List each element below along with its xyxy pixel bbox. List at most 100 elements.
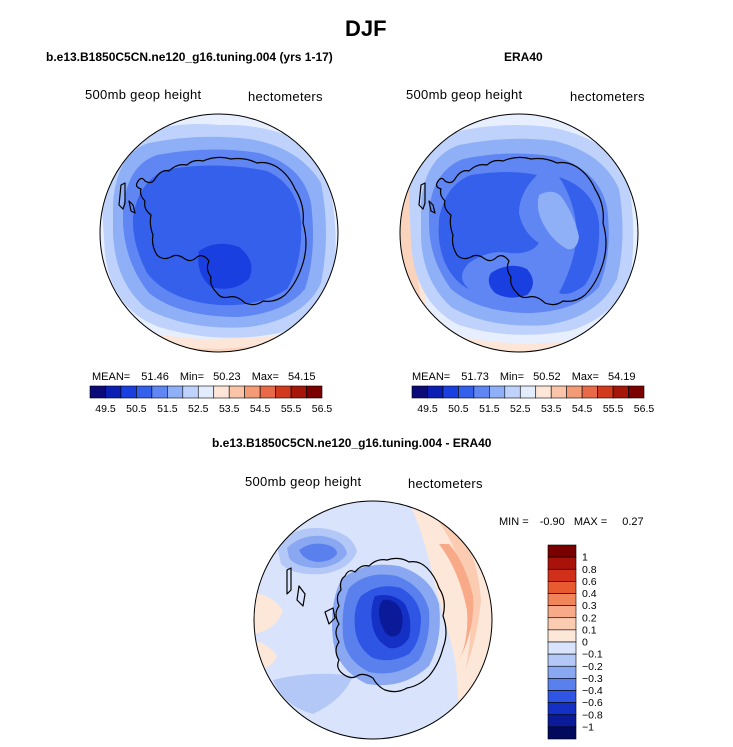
p3-east-warm2: [429, 510, 481, 670]
panel3-min-value: -0.90: [539, 516, 565, 528]
colorbar-swatch: [427, 385, 444, 399]
colorbar-swatch: [550, 385, 567, 399]
colorbar-swatch: [597, 385, 614, 399]
colorbar-swatch: [228, 385, 245, 399]
colorbar-diff-label: 1: [582, 552, 588, 564]
colorbar-diff-swatch: [547, 544, 577, 558]
colorbar-tick-label: 53.5: [541, 403, 562, 415]
p3-globe-border: [253, 500, 493, 740]
colorbar-diff-swatch: [547, 690, 577, 703]
p3-west-warm: [254, 592, 283, 634]
colorbar-tick-label: 49.5: [95, 403, 116, 415]
colorbar-tick-label: 51.5: [479, 403, 500, 415]
panel1-title: b.e13.B1850C5CN.ne120_g16.tuning.004 (yr…: [46, 50, 333, 64]
panel2-variable-label: 500mb geop height: [406, 87, 523, 102]
colorbar-diff-label: −0.4: [582, 685, 603, 697]
panel2-mean-value: 51.73: [461, 371, 489, 383]
panel1-max-label: Max=: [251, 371, 279, 383]
panel2-stats: MEAN= 51.73 Min= 50.52 Max= 54.19: [412, 371, 636, 383]
colorbar-swatch: [182, 385, 199, 399]
panel2-units-label: hectometers: [570, 89, 645, 104]
panel3-min-label: MIN =: [499, 516, 529, 528]
colorbar-diff-swatch: [547, 665, 577, 679]
colorbar-swatch: [213, 385, 230, 399]
colorbar-diff-swatch: [547, 714, 577, 728]
p1-globe-border: [99, 113, 339, 353]
colorbar-swatch: [612, 385, 629, 399]
colorbar-diff-swatch: [547, 641, 577, 655]
panel1-variable-label: 500mb geop height: [85, 87, 202, 102]
main-title: DJF: [345, 16, 387, 41]
colorbar-diff-label: −0.2: [582, 661, 603, 673]
panel3-units-label: hectometers: [408, 476, 483, 491]
colorbar-tick-label: 52.5: [188, 403, 209, 415]
colorbar-panel1: 49.5 50.5 51.5 52.5 53.5 54.5 55.5 56.5: [89, 385, 332, 415]
colorbar-swatch: [259, 385, 276, 399]
colorbar-diff-label: 0.2: [582, 612, 597, 624]
colorbar-diff-label: −1: [582, 721, 594, 733]
colorbar-diff-swatch: [547, 556, 577, 570]
panel1-units-label: hectometers: [248, 89, 323, 104]
colorbar-tick-label: 54.5: [250, 403, 271, 415]
panel2-max-value: 54.19: [607, 371, 636, 383]
panel1-map: [99, 113, 339, 353]
colorbar-diff-label: −0.8: [582, 709, 603, 721]
panel1-max-value: 54.15: [287, 371, 316, 383]
p2-coastline: [418, 156, 607, 306]
panel3-map: [253, 500, 493, 740]
colorbar-swatch: [105, 385, 122, 399]
colorbar-swatch: [290, 385, 307, 399]
panel1-min-label: Min=: [179, 371, 205, 383]
colorbar-swatch: [442, 385, 459, 399]
colorbar-diff-label: −0.1: [582, 649, 603, 661]
colorbar-panel2: 49.5 50.5 51.5 52.5 53.5 54.5 55.5 56.5: [411, 385, 654, 415]
panel1-stats: MEAN= 51.46 Min= 50.23 Max= 54.15: [92, 371, 316, 383]
colorbar-tick-label: 56.5: [312, 403, 333, 415]
colorbar-tick-label: 55.5: [603, 403, 624, 415]
colorbar-diff-label: 0.1: [582, 624, 597, 636]
colorbar-swatch: [151, 385, 168, 399]
colorbar-swatch: [535, 385, 552, 399]
p1-coastline: [118, 156, 307, 306]
colorbar-diff: 10.80.60.40.30.20.10−0.1−0.2−0.3−0.4−0.6…: [547, 544, 603, 740]
colorbar-tick-label: 56.5: [634, 403, 655, 415]
panel2-min-value: 50.52: [533, 371, 561, 383]
colorbar-swatch: [628, 385, 645, 399]
p1-band-505: [198, 243, 252, 289]
colorbar-tick-label: 55.5: [281, 403, 302, 415]
colorbar-diff-label: 0.8: [582, 564, 597, 576]
panel3-max-value: 0.27: [622, 516, 644, 528]
panel3-stats: MIN = -0.90 MAX = 0.27: [499, 516, 644, 528]
colorbar-swatch: [411, 385, 428, 399]
colorbar-swatch: [489, 385, 506, 399]
p1-band-510: [133, 165, 302, 306]
colorbar-tick-label: 54.5: [572, 403, 593, 415]
panel2-map: [399, 113, 639, 353]
p3-coastline: [286, 557, 447, 693]
p3-south-cool: [273, 673, 353, 714]
panel2-min-label: Min=: [499, 371, 525, 383]
colorbar-swatch: [306, 385, 323, 399]
panel2-mean-label: MEAN=: [412, 371, 451, 383]
colorbar-diff-swatch: [547, 678, 577, 691]
colorbar-diff-swatch: [547, 593, 577, 606]
colorbar-swatch: [120, 385, 137, 399]
panel2-title: ERA40: [504, 50, 543, 64]
colorbar-diff-swatch: [547, 653, 577, 667]
colorbar-diff-label: −0.3: [582, 673, 603, 685]
colorbar-swatch: [89, 385, 106, 399]
colorbar-tick-label: 50.5: [448, 403, 469, 415]
colorbar-diff-swatch: [547, 617, 577, 631]
colorbar-diff-swatch: [547, 702, 577, 716]
p3-nw-cool3: [299, 543, 337, 562]
colorbar-swatch: [566, 385, 583, 399]
panel2-max-label: Max=: [571, 371, 599, 383]
colorbar-swatch: [519, 385, 537, 399]
p3-east-warm3: [439, 544, 474, 660]
colorbar-swatch: [581, 385, 598, 399]
colorbar-swatch: [167, 385, 184, 399]
panel1-mean-label: MEAN=: [92, 371, 131, 383]
colorbar-diff-swatch: [547, 726, 577, 740]
colorbar-tick-label: 49.5: [417, 403, 438, 415]
colorbar-diff-label: 0.3: [582, 600, 597, 612]
